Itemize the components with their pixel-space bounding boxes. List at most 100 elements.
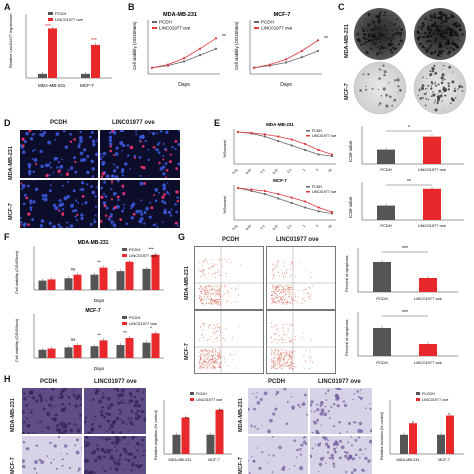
flow-event <box>201 265 203 267</box>
colony <box>425 48 428 51</box>
colony <box>433 16 437 19</box>
point-e1-lines-1-0 <box>236 130 240 134</box>
nucleus <box>147 158 150 161</box>
nucleus <box>32 200 36 204</box>
colony <box>367 39 371 43</box>
flow-event <box>232 337 234 339</box>
nucleus <box>58 199 62 203</box>
colony <box>358 40 361 43</box>
flow-event <box>277 361 279 363</box>
stained-cell <box>57 396 60 399</box>
flow-event <box>211 361 213 363</box>
colony <box>380 45 383 48</box>
flow-event <box>217 304 219 306</box>
stained-cell <box>142 454 145 457</box>
flow-event <box>278 355 280 357</box>
nucleus <box>161 221 164 224</box>
flow-event <box>208 351 210 353</box>
stained-cell <box>129 421 133 425</box>
colony <box>432 17 434 19</box>
flow-event <box>273 274 275 276</box>
nucleus <box>39 133 42 136</box>
nucleus <box>54 206 59 211</box>
flow-event <box>286 300 288 302</box>
colony <box>371 16 373 17</box>
flow-event <box>214 328 216 330</box>
colony <box>445 94 447 96</box>
nucleus <box>23 140 27 144</box>
stained-cell <box>53 417 58 421</box>
bar-f1-bars-0-4 <box>142 268 151 290</box>
nucleus <box>161 165 166 169</box>
stained-cell <box>136 409 140 413</box>
stained-cell <box>369 403 371 405</box>
flow-event <box>202 353 204 355</box>
flow-event <box>213 367 215 369</box>
flow-event <box>199 366 201 368</box>
nucleus <box>155 132 158 134</box>
edu-positive <box>100 219 103 224</box>
flow-event <box>307 293 309 295</box>
flow-event <box>218 364 220 366</box>
flow-event <box>273 298 275 300</box>
nucleus <box>103 192 106 195</box>
flow-event <box>223 360 225 362</box>
flow-event <box>202 261 204 263</box>
nucleus <box>163 210 168 215</box>
colony <box>359 24 361 26</box>
flow-event <box>209 290 211 292</box>
flow-event <box>202 329 204 331</box>
colony <box>445 43 447 46</box>
colony <box>452 15 455 18</box>
flow-event <box>272 278 274 280</box>
annot-f1-bars-4: *** <box>148 247 154 252</box>
colony <box>456 22 458 24</box>
nucleus <box>116 205 120 209</box>
stained-cell <box>75 396 79 401</box>
point-e1-lines-1-7 <box>330 153 334 156</box>
flow-event <box>216 352 218 354</box>
colony <box>427 98 430 101</box>
colony <box>452 23 456 27</box>
flow-event <box>200 285 202 287</box>
line-b2-lines-1 <box>253 39 319 69</box>
edu-positive <box>152 145 156 149</box>
flow-event <box>199 300 201 302</box>
stained-cell <box>108 448 111 451</box>
flow-event <box>302 332 304 334</box>
colony <box>377 19 381 23</box>
flow-event <box>309 295 311 297</box>
nucleus <box>115 146 119 150</box>
flow-event <box>286 272 288 274</box>
flow-event <box>283 357 285 359</box>
flow-event <box>206 352 208 354</box>
flow-event <box>275 293 277 295</box>
nucleus <box>121 209 125 213</box>
flow-event <box>203 364 205 366</box>
flow-event <box>281 299 283 301</box>
nucleus <box>31 158 34 160</box>
flow-event <box>285 297 287 299</box>
colony <box>389 95 392 99</box>
flow-event <box>205 259 207 261</box>
nucleus <box>177 224 179 227</box>
flow-event <box>212 366 214 368</box>
flow-event <box>301 302 303 304</box>
flow-event <box>273 357 275 359</box>
colony <box>453 89 457 93</box>
edu-positive <box>76 213 79 216</box>
stained-cell <box>258 466 262 470</box>
tick-e2-ticks-2: 0.1 <box>260 224 266 230</box>
nucleus <box>135 130 138 132</box>
nucleus <box>112 191 117 196</box>
nucleus <box>100 157 103 161</box>
flow-event <box>208 284 210 286</box>
flow-event <box>273 365 275 367</box>
stained-cell <box>51 405 54 408</box>
flow-event <box>214 263 216 265</box>
flow-event <box>280 364 282 366</box>
stained-cell <box>133 455 137 459</box>
nucleus <box>96 185 98 189</box>
nucleus <box>89 222 93 226</box>
edu-positive <box>129 145 134 150</box>
